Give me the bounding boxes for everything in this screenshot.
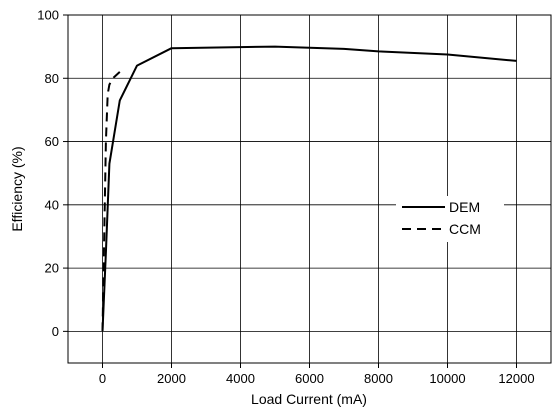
y-tick-label: 40 xyxy=(45,197,59,212)
legend-background xyxy=(396,196,504,242)
y-tick-label: 80 xyxy=(45,71,59,86)
x-tick-label: 2000 xyxy=(157,371,186,386)
y-axis-ticks: 0 20 40 60 80 100 xyxy=(37,8,68,339)
legend: DEM CCM xyxy=(396,196,504,242)
y-tick-label: 60 xyxy=(45,134,59,149)
x-axis-ticks: 0 2000 4000 6000 8000 10000 12000 xyxy=(99,363,535,386)
y-tick-label: 20 xyxy=(45,261,59,276)
x-axis-label: Load Current (mA) xyxy=(251,391,367,407)
x-tick-label: 0 xyxy=(99,371,106,386)
legend-label-ccm: CCM xyxy=(449,221,481,237)
y-axis-label: Efficiency (%) xyxy=(9,146,25,231)
x-tick-label: 8000 xyxy=(364,371,393,386)
legend-label-dem: DEM xyxy=(449,199,480,215)
series-lines xyxy=(101,45,517,332)
x-tick-label: 12000 xyxy=(498,371,534,386)
series-line-ccm xyxy=(101,71,121,332)
y-tick-label: 100 xyxy=(37,8,59,23)
x-tick-label: 10000 xyxy=(429,371,465,386)
x-tick-label: 6000 xyxy=(295,371,324,386)
x-tick-label: 4000 xyxy=(226,371,255,386)
grid xyxy=(68,15,551,363)
y-tick-label: 0 xyxy=(52,324,59,339)
series-line-dem xyxy=(101,45,517,332)
